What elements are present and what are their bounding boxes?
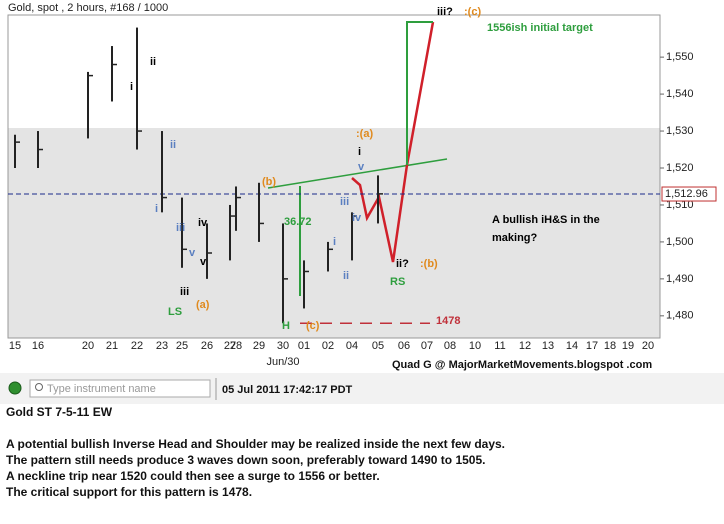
x-tick-label: 26	[201, 340, 213, 352]
annotation: v	[189, 247, 196, 259]
x-tick-label: 29	[253, 340, 265, 352]
x-tick-label: 18	[604, 340, 616, 352]
x-tick-label: 06	[398, 340, 410, 352]
post-body: A potential bullish Inverse Head and Sho…	[6, 436, 716, 500]
x-tick-label: 04	[346, 340, 358, 352]
annotation: ii	[150, 56, 156, 68]
x-tick-label: 28	[230, 340, 242, 352]
last-price-box	[661, 186, 717, 202]
annotation: i	[333, 236, 336, 248]
annotation: iii	[176, 222, 185, 234]
annotation: (c)	[306, 320, 320, 332]
x-tick-label: 01	[298, 340, 310, 352]
annotation: v	[200, 256, 207, 268]
annotation: 36.72	[284, 216, 312, 228]
annotation: v	[358, 161, 365, 173]
x-tick-label: 02	[322, 340, 334, 352]
annotation: (a)	[196, 299, 210, 311]
post-title: Gold ST 7-5-11 EW	[6, 405, 113, 419]
chart-title: Gold, spot , 2 hours, #168 / 1000	[8, 2, 168, 14]
chart: Gold, spot , 2 hours, #168 / 1000 Type i…	[0, 0, 724, 404]
annotation: i	[155, 203, 158, 215]
y-tick-label: 1,540	[666, 88, 694, 100]
annotation: i	[358, 146, 361, 158]
x-tick-label: 11	[494, 340, 505, 352]
y-tick-label: 1,530	[666, 125, 694, 137]
x-tick-label: 15	[9, 340, 21, 352]
support-label: 1478	[436, 315, 460, 327]
x-tick-label: 21	[106, 340, 118, 352]
annotation: iii	[340, 196, 349, 208]
search-box[interactable]	[29, 379, 211, 398]
y-tick-label: 1,520	[666, 162, 694, 174]
x-tick-label: 20	[642, 340, 654, 352]
post-line: A neckline trip near 1520 could then see…	[6, 469, 380, 483]
x-tick-label: 25	[176, 340, 188, 352]
annotation: (b)	[262, 176, 276, 188]
post-line: The pattern still needs produce 3 waves …	[6, 453, 486, 467]
plot-frame	[7, 14, 661, 339]
x-tick-label: 30	[277, 340, 289, 352]
y-tick-label: 1,500	[666, 236, 694, 248]
status-icon	[8, 381, 22, 395]
annotation: making?	[492, 232, 538, 244]
y-tick-label: 1,490	[666, 273, 694, 285]
x-tick-label: 16	[32, 340, 44, 352]
annotation: RS	[390, 276, 405, 288]
annotation: ii	[170, 139, 176, 151]
annotation: ii?	[396, 258, 409, 270]
x-tick-label: 12	[519, 340, 531, 352]
neckline	[267, 158, 448, 189]
annotation: :(c)	[464, 6, 481, 18]
post: Gold ST 7-5-11 EW A potential bullish In…	[6, 404, 716, 500]
last-price-label: 1,512.96	[665, 188, 708, 200]
x-tick-label: 07	[421, 340, 433, 352]
x-tick-label: 27	[224, 340, 236, 352]
post-line: The critical support for this pattern is…	[6, 485, 253, 499]
x-tick-label: 05	[372, 340, 384, 352]
annotation: A bullish iH&S in the	[492, 214, 600, 226]
x-tick-label: 10	[469, 340, 481, 352]
x-tick-label: 19	[622, 340, 634, 352]
search-placeholder: Type instrument name	[47, 383, 156, 395]
x-sublabel: Jun/30	[266, 356, 299, 368]
y-tick-label: 1,480	[666, 310, 694, 322]
shade	[8, 128, 660, 338]
y-tick-label: 1,510	[666, 199, 694, 211]
x-tick-label: 13	[542, 340, 554, 352]
annotation: :(a)	[356, 128, 373, 140]
search-icon	[35, 383, 43, 391]
x-tick-label: 23	[156, 340, 168, 352]
annotation: iv	[198, 217, 208, 229]
annotation: LS	[168, 306, 182, 318]
annotation: H	[282, 320, 290, 332]
x-tick-label: 08	[444, 340, 456, 352]
credit: Quad G @ MajorMarketMovements.blogspot .…	[392, 359, 652, 371]
post-line: A potential bullish Inverse Head and Sho…	[6, 437, 506, 451]
x-tick-label: 20	[82, 340, 94, 352]
annotation: iv	[352, 212, 362, 224]
annotation: ii	[343, 270, 349, 282]
annotation: i	[130, 81, 133, 93]
annotation: iii	[180, 286, 189, 298]
x-tick-label: 22	[131, 340, 143, 352]
timestamp: 05 Jul 2011 17:42:17 PDT	[222, 384, 353, 396]
x-tick-label: 17	[586, 340, 598, 352]
annotation: iii?	[437, 6, 453, 18]
annotation: :(b)	[420, 258, 438, 270]
y-tick-label: 1,550	[666, 51, 694, 63]
spacer	[6, 420, 716, 436]
target-line	[406, 21, 433, 165]
x-tick-label: 14	[566, 340, 578, 352]
annotation: 1556ish initial target	[487, 22, 593, 34]
